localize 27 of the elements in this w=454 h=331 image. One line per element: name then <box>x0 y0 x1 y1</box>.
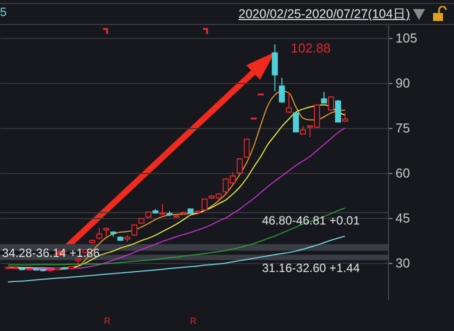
candlestick <box>236 157 243 174</box>
band-label: 31.16-32.60 +1.44 <box>262 261 360 276</box>
candlestick <box>286 91 292 114</box>
text: R <box>190 316 196 326</box>
y-tick-label: 30 <box>396 256 410 271</box>
candlestick <box>272 44 278 92</box>
candlestick <box>328 96 334 112</box>
candlestick <box>103 226 110 238</box>
y-tick-label: 105 <box>396 30 418 46</box>
y-tick-label: 45 <box>396 210 410 226</box>
candlestick <box>244 138 250 158</box>
candlestick <box>202 198 208 212</box>
candlestick <box>292 112 299 132</box>
candlestick <box>321 91 328 104</box>
y-tick-label: 75 <box>396 120 410 136</box>
y-tick-label: 90 <box>396 75 410 90</box>
candlestick <box>335 100 342 122</box>
candlestick <box>278 77 285 104</box>
text: 5 <box>0 5 7 19</box>
text: R <box>104 316 110 326</box>
candlestick <box>131 224 138 237</box>
candlestick <box>342 112 348 122</box>
candlestick <box>96 227 102 240</box>
chart-title: 2020/02/25-2020/07/27(104日) <box>238 6 410 23</box>
candlestick <box>159 203 166 216</box>
annotation: 102.88 <box>290 40 331 56</box>
y-tick-label: 60 <box>396 166 410 181</box>
